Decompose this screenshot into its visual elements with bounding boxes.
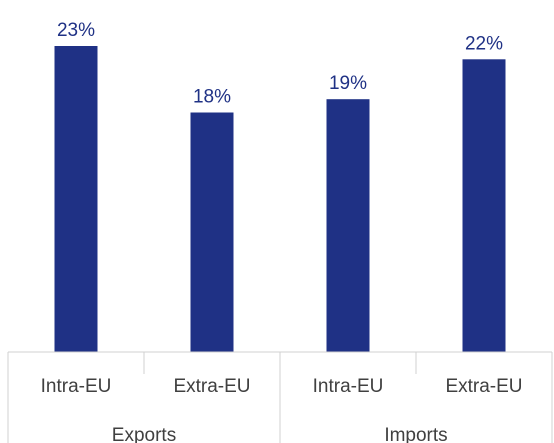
- category-label-3: Intra-EU: [313, 376, 384, 397]
- category-labels-layer: Intra-EU Extra-EU Intra-EU Extra-EU: [41, 376, 523, 397]
- value-label-1: 23%: [57, 20, 95, 41]
- bar-2: [190, 112, 234, 352]
- bar-3: [326, 99, 370, 352]
- category-axis: [7, 351, 553, 443]
- group-labels-layer: Exports Imports: [112, 425, 448, 443]
- bar-1: [54, 46, 98, 352]
- bar-4: [462, 59, 506, 353]
- value-label-4: 22%: [465, 33, 503, 54]
- category-label-4: Extra-EU: [445, 376, 522, 397]
- bars-layer: [54, 46, 506, 353]
- value-labels-layer: 23% 18% 19% 22%: [57, 20, 503, 108]
- group-label-2: Imports: [384, 425, 447, 443]
- value-label-3: 19%: [329, 73, 367, 94]
- value-label-2: 18%: [193, 87, 231, 108]
- category-label-2: Extra-EU: [173, 376, 250, 397]
- group-label-1: Exports: [112, 425, 176, 443]
- category-label-1: Intra-EU: [41, 376, 112, 397]
